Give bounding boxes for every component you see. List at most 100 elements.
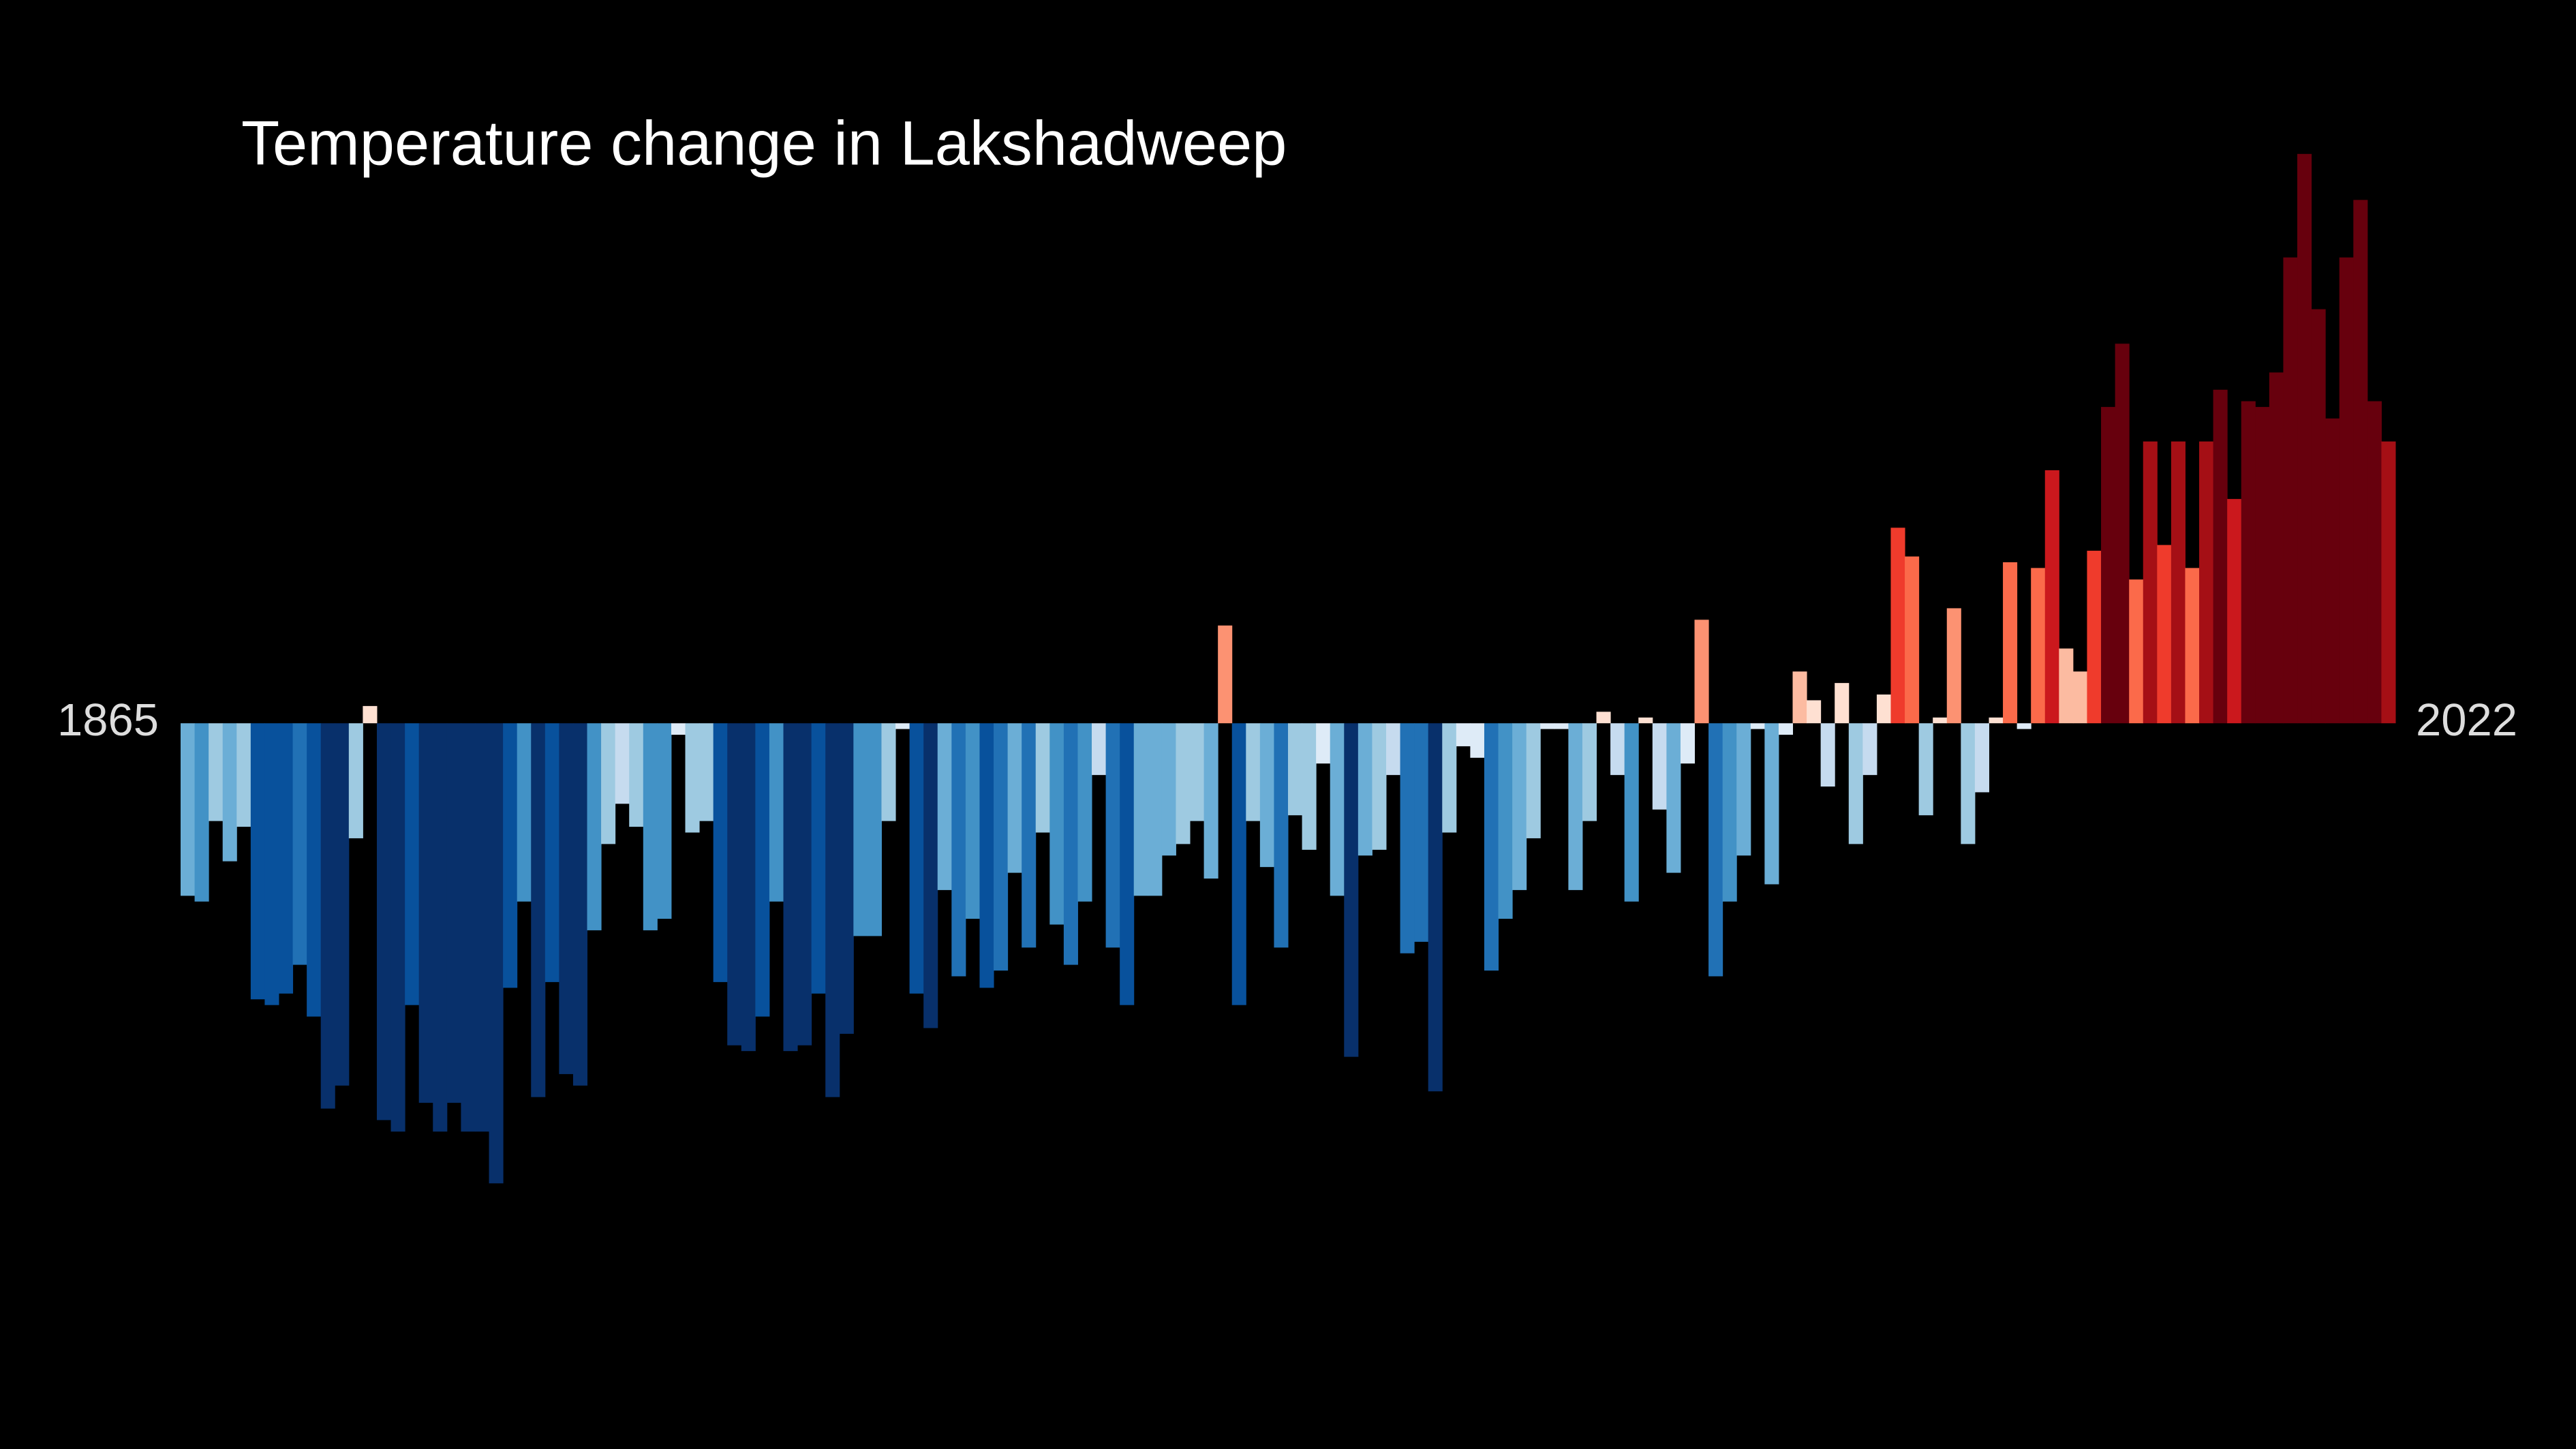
bar	[1049, 723, 1064, 925]
bar	[1905, 556, 1920, 724]
bar	[1526, 723, 1541, 838]
bar	[1176, 723, 1191, 844]
bar	[1218, 625, 1233, 724]
bar	[1764, 723, 1779, 885]
bar	[335, 723, 350, 1086]
bar	[923, 723, 938, 1028]
bar	[2044, 470, 2059, 724]
bar	[1400, 723, 1415, 954]
bar	[1820, 723, 1835, 787]
bar	[2143, 441, 2158, 724]
bar	[951, 723, 966, 977]
bar	[1946, 608, 1961, 724]
bar	[446, 723, 461, 1103]
bar	[2353, 200, 2368, 724]
bar	[2072, 671, 2087, 724]
bar	[811, 723, 826, 994]
bar	[278, 723, 294, 994]
bar	[867, 723, 882, 936]
bar	[2185, 568, 2200, 724]
bar	[1862, 723, 1877, 776]
bar	[727, 723, 742, 1046]
bar	[1778, 723, 1794, 735]
bar	[503, 723, 518, 988]
bar	[418, 723, 433, 1103]
bar	[1750, 723, 1765, 729]
bar	[1120, 723, 1135, 1005]
bar	[601, 723, 616, 844]
bar	[1288, 723, 1303, 816]
bar	[2171, 441, 2186, 724]
bar	[1161, 723, 1176, 856]
bar	[1007, 723, 1022, 873]
bar	[2087, 551, 2102, 724]
bar	[587, 723, 602, 930]
bar	[769, 723, 784, 902]
bar	[1105, 723, 1120, 948]
bar	[1708, 723, 1723, 977]
bar	[643, 723, 658, 930]
bar	[250, 723, 265, 1000]
x-tick-label: 1865	[57, 695, 159, 746]
bar	[1133, 723, 1148, 896]
bar	[2297, 153, 2312, 724]
bar	[2339, 257, 2354, 724]
bar	[433, 723, 448, 1132]
bar	[1933, 717, 1948, 724]
bar	[363, 705, 378, 724]
bar	[1540, 723, 1555, 729]
bar	[825, 723, 840, 1097]
bar	[853, 723, 868, 936]
bar	[685, 723, 700, 833]
bar	[1961, 723, 1976, 844]
bar	[517, 723, 532, 902]
bar	[461, 723, 476, 1132]
bar	[1316, 723, 1331, 764]
bar	[1835, 683, 1850, 724]
bar	[741, 723, 756, 1052]
bar	[1385, 723, 1401, 776]
bar	[194, 723, 209, 902]
bar	[390, 723, 405, 1132]
bar	[1610, 723, 1625, 776]
bar	[2213, 389, 2228, 724]
bar	[1203, 723, 1218, 879]
bar	[2325, 418, 2340, 724]
bar	[783, 723, 798, 1052]
bar	[965, 723, 980, 919]
bar	[2017, 723, 2031, 729]
bar	[1918, 723, 1933, 816]
bar	[1470, 723, 1485, 758]
bar	[376, 723, 392, 1120]
bar	[572, 723, 588, 1086]
bar	[1666, 723, 1681, 873]
bar	[2311, 309, 2326, 724]
bar	[1428, 723, 1443, 1092]
bar	[2101, 407, 2116, 724]
bar	[2199, 441, 2214, 724]
bar	[2241, 401, 2256, 724]
bar	[1694, 620, 1709, 724]
bar	[839, 723, 854, 1034]
bar	[629, 723, 644, 827]
bar	[2129, 579, 2144, 724]
bar	[2227, 499, 2242, 724]
bar	[1372, 723, 1387, 850]
bar	[2003, 562, 2018, 724]
bar	[348, 723, 363, 838]
bar	[1974, 723, 1989, 793]
bar	[881, 723, 896, 821]
bar	[755, 723, 770, 1017]
bar	[2255, 407, 2270, 724]
bar	[937, 723, 952, 890]
bar	[1792, 671, 1807, 724]
bar	[559, 723, 574, 1074]
bar	[405, 723, 420, 1005]
bar	[1259, 723, 1274, 868]
bar	[699, 723, 714, 821]
bar	[909, 723, 924, 994]
bar	[615, 723, 630, 804]
bar	[713, 723, 728, 982]
